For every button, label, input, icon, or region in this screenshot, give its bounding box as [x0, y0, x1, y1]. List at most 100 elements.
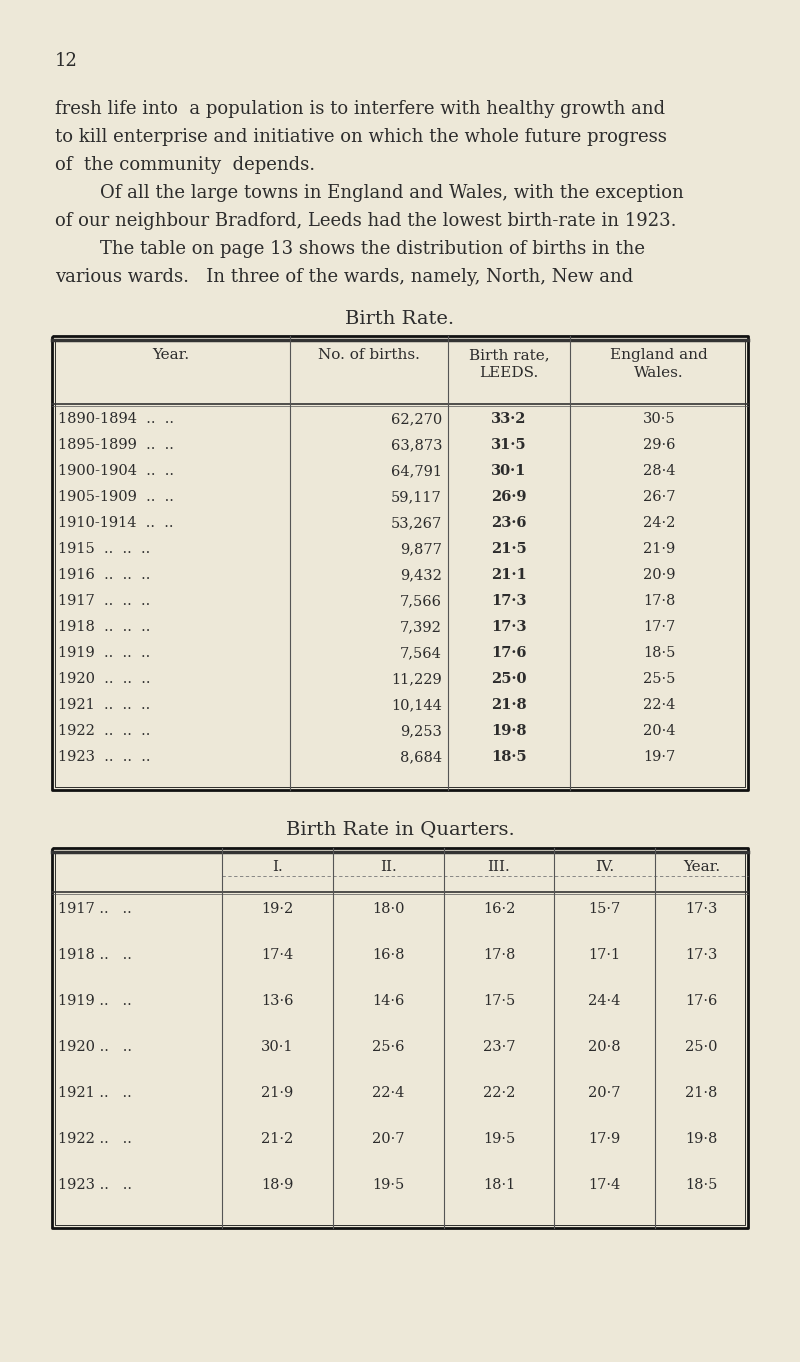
Text: 29·6: 29·6	[642, 439, 675, 452]
Text: 11,229: 11,229	[391, 671, 442, 686]
Text: 1918 ..   ..: 1918 .. ..	[58, 948, 132, 962]
Text: 24·2: 24·2	[643, 516, 675, 530]
Text: 1921 ..   ..: 1921 .. ..	[58, 1086, 132, 1100]
Text: 17·3: 17·3	[491, 594, 526, 607]
Text: 19·5: 19·5	[483, 1132, 515, 1145]
Text: 21·2: 21·2	[262, 1132, 294, 1145]
Text: 8,684: 8,684	[400, 750, 442, 764]
Text: 1918  ..  ..  ..: 1918 .. .. ..	[58, 620, 150, 633]
Text: 19·5: 19·5	[372, 1178, 405, 1192]
Text: 17·6: 17·6	[686, 994, 718, 1008]
Text: 25·5: 25·5	[643, 671, 675, 686]
Text: 17·3: 17·3	[686, 948, 718, 962]
Text: 9,432: 9,432	[400, 568, 442, 582]
Text: 23·7: 23·7	[482, 1041, 515, 1054]
Text: IV.: IV.	[595, 859, 614, 874]
Text: 1920  ..  ..  ..: 1920 .. .. ..	[58, 671, 150, 686]
Text: 21·8: 21·8	[491, 697, 527, 712]
Text: 19·7: 19·7	[643, 750, 675, 764]
Text: 9,253: 9,253	[400, 725, 442, 738]
Text: 19·8: 19·8	[491, 725, 526, 738]
Text: 1920 ..   ..: 1920 .. ..	[58, 1041, 132, 1054]
Text: 17·4: 17·4	[262, 948, 294, 962]
Text: No. of births.: No. of births.	[318, 349, 420, 362]
Text: 22·4: 22·4	[372, 1086, 405, 1100]
Text: 21·9: 21·9	[643, 542, 675, 556]
Text: 1905-1909  ..  ..: 1905-1909 .. ..	[58, 490, 174, 504]
Text: The table on page 13 shows the distribution of births in the: The table on page 13 shows the distribut…	[100, 240, 645, 257]
Text: Birth rate,
LEEDS.: Birth rate, LEEDS.	[469, 349, 550, 380]
Text: 16·2: 16·2	[483, 902, 515, 917]
Text: 18·5: 18·5	[643, 646, 675, 661]
Text: 21·1: 21·1	[491, 568, 527, 582]
Text: 28·4: 28·4	[642, 464, 675, 478]
Text: 59,117: 59,117	[391, 490, 442, 504]
Text: 31·5: 31·5	[491, 439, 527, 452]
Text: 16·8: 16·8	[372, 948, 405, 962]
Text: 25·0: 25·0	[686, 1041, 718, 1054]
Text: 19·2: 19·2	[262, 902, 294, 917]
Text: 1921  ..  ..  ..: 1921 .. .. ..	[58, 697, 150, 712]
Text: 17·5: 17·5	[483, 994, 515, 1008]
Text: 20·9: 20·9	[642, 568, 675, 582]
Text: 18·1: 18·1	[483, 1178, 515, 1192]
Text: 26·9: 26·9	[491, 490, 526, 504]
Text: 21·9: 21·9	[262, 1086, 294, 1100]
Text: 1900-1904  ..  ..: 1900-1904 .. ..	[58, 464, 174, 478]
Text: 17·8: 17·8	[643, 594, 675, 607]
Text: 1919  ..  ..  ..: 1919 .. .. ..	[58, 646, 150, 661]
Text: 20·7: 20·7	[372, 1132, 405, 1145]
Text: 25·6: 25·6	[372, 1041, 405, 1054]
Text: 25·0: 25·0	[491, 671, 526, 686]
Text: 1890-1894  ..  ..: 1890-1894 .. ..	[58, 411, 174, 426]
Text: 1923  ..  ..  ..: 1923 .. .. ..	[58, 750, 150, 764]
Text: Year.: Year.	[683, 859, 720, 874]
Text: 17·3: 17·3	[491, 620, 526, 633]
Text: 1917  ..  ..  ..: 1917 .. .. ..	[58, 594, 150, 607]
Text: 26·7: 26·7	[642, 490, 675, 504]
Text: 18·5: 18·5	[491, 750, 527, 764]
Text: 17·4: 17·4	[588, 1178, 621, 1192]
Text: 1915  ..  ..  ..: 1915 .. .. ..	[58, 542, 150, 556]
Text: 30·5: 30·5	[642, 411, 675, 426]
Text: 21·8: 21·8	[686, 1086, 718, 1100]
Text: 17·1: 17·1	[589, 948, 621, 962]
Text: 1916  ..  ..  ..: 1916 .. .. ..	[58, 568, 150, 582]
Text: 17·3: 17·3	[686, 902, 718, 917]
Text: Of all the large towns in England and Wales, with the exception: Of all the large towns in England and Wa…	[100, 184, 684, 202]
Text: 7,566: 7,566	[400, 594, 442, 607]
Text: 64,791: 64,791	[391, 464, 442, 478]
Text: 9,877: 9,877	[400, 542, 442, 556]
Text: 17·7: 17·7	[643, 620, 675, 633]
Text: 53,267: 53,267	[390, 516, 442, 530]
Text: 18·9: 18·9	[262, 1178, 294, 1192]
Text: 17·8: 17·8	[483, 948, 515, 962]
Text: 20·4: 20·4	[642, 725, 675, 738]
Text: 19·8: 19·8	[686, 1132, 718, 1145]
Text: 14·6: 14·6	[372, 994, 405, 1008]
Text: 17·9: 17·9	[588, 1132, 621, 1145]
Text: 63,873: 63,873	[390, 439, 442, 452]
Text: Birth Rate in Quarters.: Birth Rate in Quarters.	[286, 820, 514, 838]
Text: 62,270: 62,270	[390, 411, 442, 426]
Text: Birth Rate.: Birth Rate.	[346, 311, 454, 328]
Text: 33·2: 33·2	[491, 411, 526, 426]
Text: of our neighbour Bradford, Leeds had the lowest birth-rate in 1923.: of our neighbour Bradford, Leeds had the…	[55, 212, 677, 230]
Text: 23·6: 23·6	[491, 516, 526, 530]
Text: 1919 ..   ..: 1919 .. ..	[58, 994, 132, 1008]
Text: 13·6: 13·6	[262, 994, 294, 1008]
Text: 1922 ..   ..: 1922 .. ..	[58, 1132, 132, 1145]
Text: 1895-1899  ..  ..: 1895-1899 .. ..	[58, 439, 174, 452]
Text: Year.: Year.	[153, 349, 190, 362]
Text: 22·4: 22·4	[643, 697, 675, 712]
Text: 30·1: 30·1	[491, 464, 526, 478]
Text: 24·4: 24·4	[588, 994, 621, 1008]
Text: 1923 ..   ..: 1923 .. ..	[58, 1178, 132, 1192]
Text: 1922  ..  ..  ..: 1922 .. .. ..	[58, 725, 150, 738]
Text: 21·5: 21·5	[491, 542, 527, 556]
Text: I.: I.	[272, 859, 283, 874]
Text: 22·2: 22·2	[483, 1086, 515, 1100]
Text: England and
Wales.: England and Wales.	[610, 349, 708, 380]
Text: III.: III.	[488, 859, 510, 874]
Text: 17·6: 17·6	[491, 646, 526, 661]
